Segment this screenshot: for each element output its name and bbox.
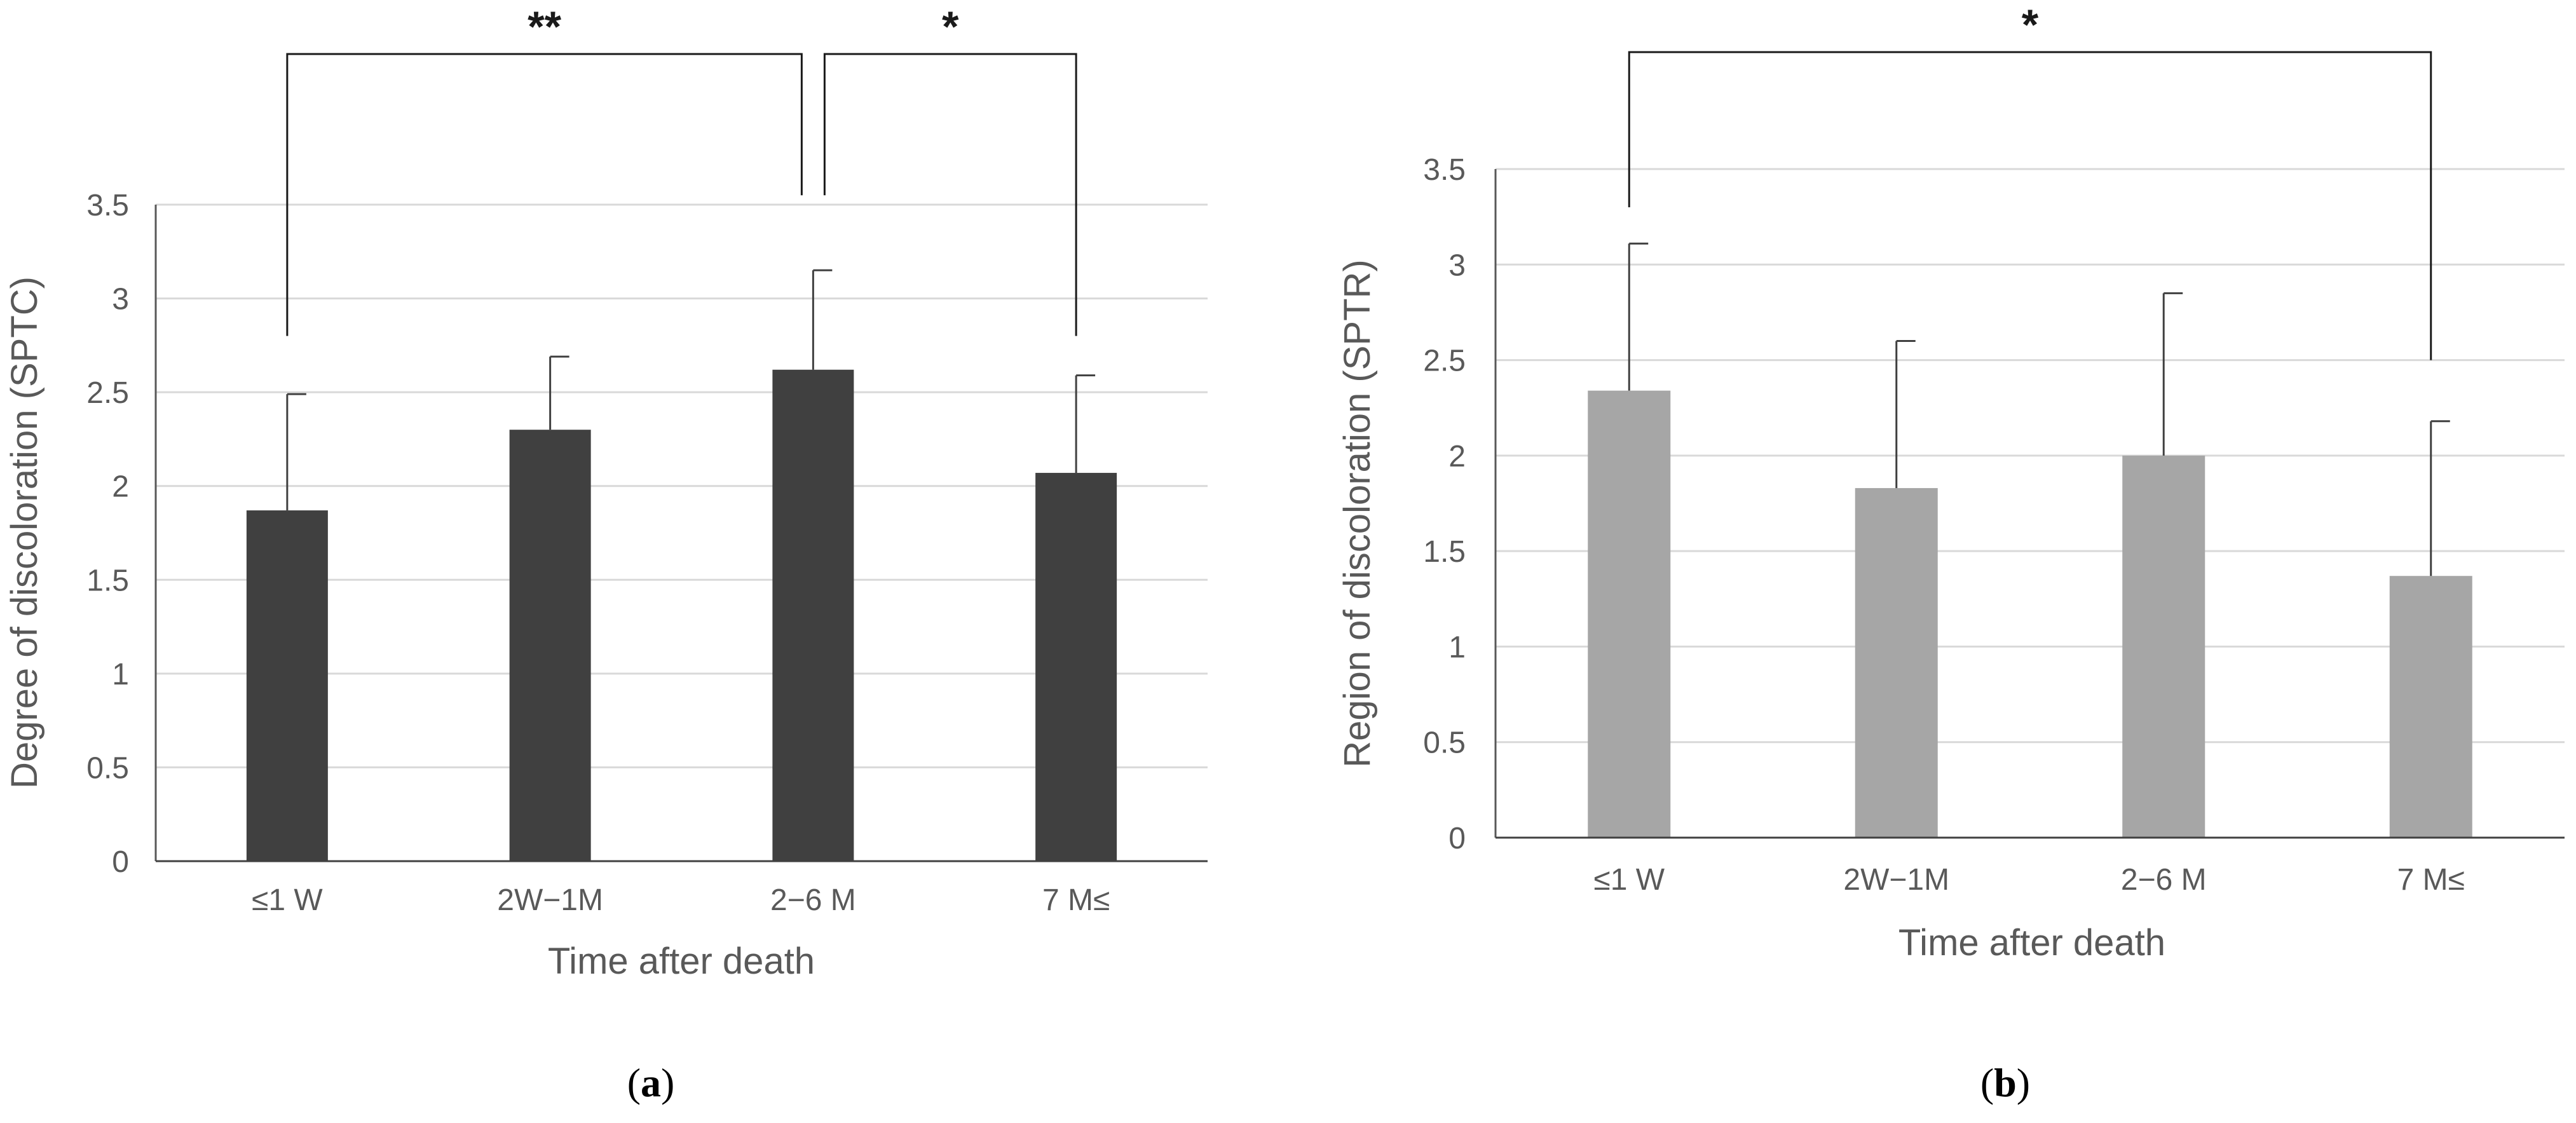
bar-1 — [1588, 390, 1671, 838]
bar-3 — [772, 369, 854, 861]
x-tick-label: ≤1 W — [252, 883, 323, 917]
x-tick-label: 2W−1M — [497, 883, 603, 917]
y-tick-label: 1.5 — [86, 564, 129, 597]
error-bar-3 — [2162, 292, 2183, 456]
bar-3 — [2122, 455, 2205, 838]
error-bar-1 — [286, 393, 306, 511]
bar-2 — [1855, 487, 1938, 838]
y-tick-label: 1 — [1448, 630, 1466, 664]
significance-bracket-line — [1628, 51, 2432, 360]
error-bar-3 — [812, 269, 833, 370]
y-axis-label-a: Degree of discoloration (SPTC) — [4, 276, 45, 789]
significance-bracket-1: ** — [286, 3, 803, 336]
x-tick-label: 2−6 M — [2121, 863, 2207, 897]
panel-label-a: (a) — [627, 1060, 675, 1105]
bar-2 — [509, 430, 591, 861]
significance-bracket-line — [286, 53, 803, 336]
x-tick-label: 2−6 M — [770, 883, 856, 917]
y-axis-label-b: Region of discoloration (SPTR) — [1337, 259, 1378, 767]
bar-4 — [1035, 473, 1117, 861]
error-bar-1 — [1628, 242, 1649, 391]
error-bar-4 — [2430, 420, 2450, 576]
bar-4 — [2389, 576, 2472, 838]
x-axis-label-b: Time after death — [1898, 922, 2165, 963]
y-tick-label: 3 — [1448, 248, 1466, 282]
significance-bracket-1: * — [1628, 1, 2432, 360]
x-tick-label: ≤1 W — [1593, 863, 1665, 897]
y-tick-label: 1.5 — [1423, 535, 1466, 569]
x-axis-label-a: Time after death — [548, 941, 815, 982]
error-bar-4 — [1075, 374, 1096, 473]
y-tick-label: 2.5 — [86, 376, 129, 410]
significance-bracket-line — [823, 53, 1077, 336]
y-tick-label: 0.5 — [86, 751, 129, 785]
panel-label-b: (b) — [1980, 1060, 2030, 1105]
y-tick-label: 3 — [112, 283, 129, 316]
bar-1 — [246, 510, 328, 861]
y-tick-label: 1 — [112, 658, 129, 691]
error-bar-2 — [549, 355, 569, 430]
x-tick-label: 7 M≤ — [2397, 863, 2465, 897]
x-tick-label: 2W−1M — [1843, 863, 1949, 897]
x-tick-label: 7 M≤ — [1042, 883, 1110, 917]
significance-star: ** — [528, 3, 561, 51]
y-tick-label: 3.5 — [1423, 153, 1466, 187]
error-bar-2 — [1895, 340, 1916, 488]
y-tick-label: 2 — [1448, 440, 1466, 473]
y-tick-label: 0 — [112, 845, 129, 879]
y-tick-label: 2 — [112, 470, 129, 504]
significance-bracket-2: * — [823, 3, 1077, 336]
significance-star: * — [2022, 1, 2039, 49]
significance-star: * — [942, 3, 959, 51]
y-tick-label: 2.5 — [1423, 344, 1466, 378]
y-tick-label: 0.5 — [1423, 726, 1466, 760]
chart-panel-b: 0 0.5 1 1.5 2 2.5 3 3.5 ≤1 W 2W−1M 2−6 M 7 M≤ * Re… — [1337, 1, 2565, 1105]
y-tick-label: 3.5 — [86, 189, 129, 222]
y-tick-label: 0 — [1448, 822, 1466, 855]
